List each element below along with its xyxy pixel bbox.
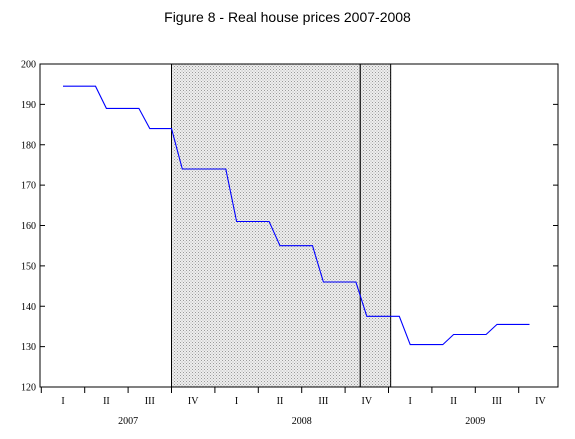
- shaded-region: [171, 64, 361, 387]
- x-tick-label: III: [492, 396, 502, 407]
- y-tick-label: 140: [21, 302, 36, 313]
- year-label: 2009: [465, 416, 485, 427]
- y-tick-label: 150: [21, 261, 36, 272]
- x-tick-label: I: [235, 396, 238, 407]
- x-tick-label: II: [450, 396, 457, 407]
- x-tick-label: IV: [362, 396, 373, 407]
- x-tick-label: II: [277, 396, 284, 407]
- chart-title: Figure 8 - Real house prices 2007-2008: [164, 9, 411, 25]
- y-tick-label: 120: [21, 383, 36, 394]
- x-tick-label: II: [103, 396, 110, 407]
- y-tick-label: 130: [21, 342, 36, 353]
- x-tick-label: IV: [188, 396, 199, 407]
- x-tick-label: III: [318, 396, 328, 407]
- y-tick-label: 180: [21, 140, 36, 151]
- x-tick-label: III: [145, 396, 155, 407]
- year-label: 2008: [292, 416, 312, 427]
- x-tick-label: I: [61, 396, 64, 407]
- year-label: 2007: [118, 416, 138, 427]
- y-tick-label: 190: [21, 100, 36, 111]
- y-tick-label: 170: [21, 181, 36, 192]
- shaded-region: [360, 64, 391, 387]
- y-tick-label: 200: [21, 60, 36, 71]
- y-tick-label: 160: [21, 221, 36, 232]
- series-line: [63, 85, 530, 346]
- x-tick-label: I: [409, 396, 412, 407]
- x-tick-label: IV: [535, 396, 546, 407]
